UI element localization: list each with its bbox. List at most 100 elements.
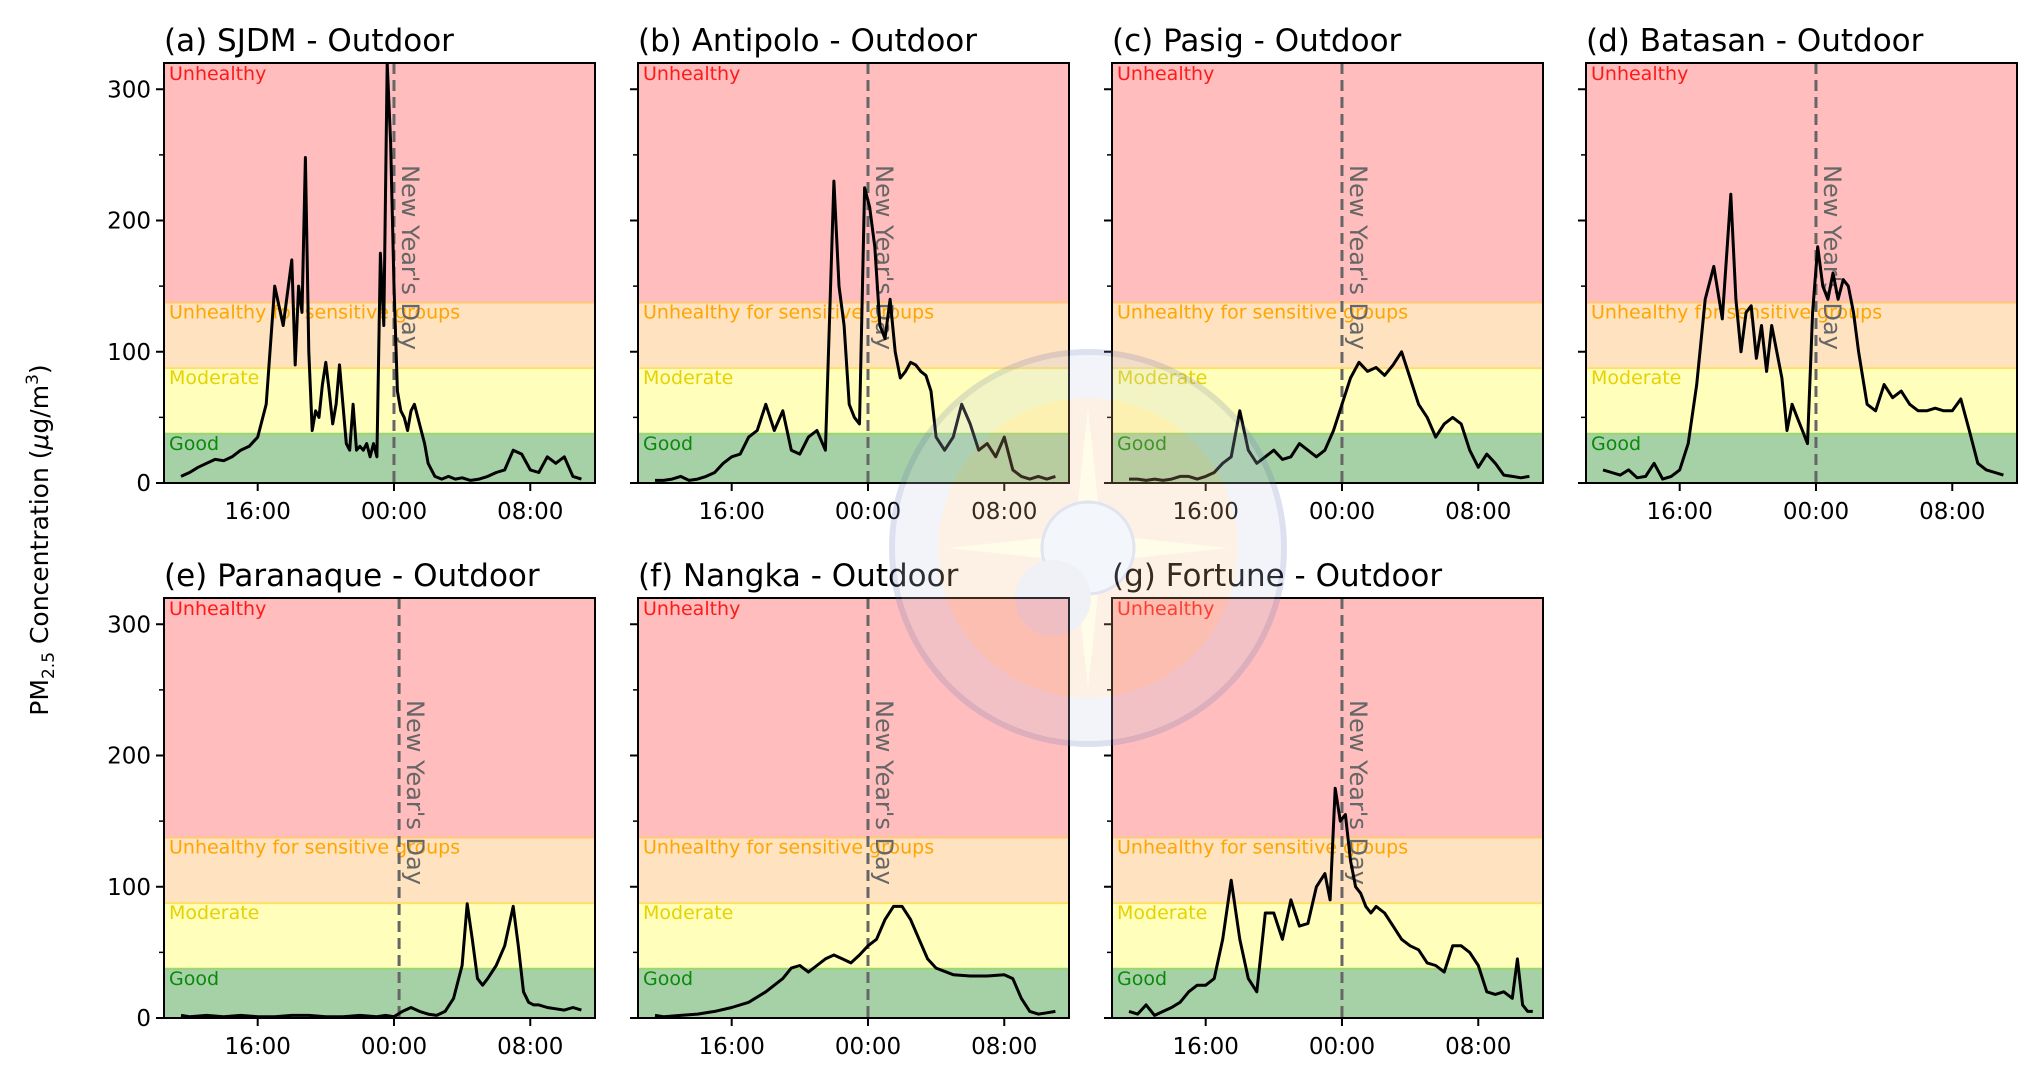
new-years-day-label: New Year's Day bbox=[1344, 700, 1372, 885]
x-tick-label: 00:00 bbox=[835, 499, 901, 525]
x-tick-label: 00:00 bbox=[1783, 499, 1849, 525]
x-tick-label: 00:00 bbox=[361, 499, 427, 525]
panel-title: (b) Antipolo - Outdoor bbox=[638, 23, 977, 59]
x-tick-label: 16:00 bbox=[1173, 499, 1239, 525]
pm25-series-line bbox=[1129, 350, 1530, 482]
panel-6: Good Moderate Unhealthy for sensitive grou… bbox=[1104, 558, 1544, 1060]
x-tick-label: 16:00 bbox=[1173, 1034, 1239, 1060]
aqi-band-label: Unhealthy for sensitive groups bbox=[1117, 302, 1408, 324]
aqi-band-label: Good bbox=[1117, 968, 1167, 990]
aqi-band-label: Good bbox=[643, 968, 693, 990]
aqi-band-good bbox=[638, 968, 1069, 1018]
new-years-day-label: New Year's Day bbox=[396, 165, 424, 350]
panel-title: (a) SJDM - Outdoor bbox=[164, 23, 454, 59]
pm25-series-line bbox=[654, 904, 1056, 1018]
aqi-band-label: Good bbox=[169, 968, 219, 990]
pm25-series-line bbox=[1602, 192, 2004, 481]
y-tick-label: 100 bbox=[107, 875, 151, 901]
panel-0: Good Moderate Unhealthy for sensitive grou… bbox=[107, 23, 596, 525]
aqi-band-good bbox=[1112, 968, 1543, 1018]
x-tick-label: 08:00 bbox=[1919, 499, 1985, 525]
axes-frame bbox=[1111, 597, 1544, 1019]
panel-2: Good Moderate Unhealthy for sensitive grou… bbox=[1104, 23, 1544, 525]
x-tick-label: 00:00 bbox=[1309, 499, 1375, 525]
aqi-band-moderate bbox=[638, 368, 1069, 434]
axes-frame bbox=[637, 62, 1070, 484]
aqi-band-unhealthy bbox=[1112, 598, 1543, 838]
aqi-band-label: Good bbox=[1117, 433, 1167, 455]
panel-title: (e) Paranaque - Outdoor bbox=[164, 558, 540, 594]
axes-frame bbox=[163, 62, 596, 484]
aqi-band-label: Good bbox=[643, 433, 693, 455]
aqi-band-label: Moderate bbox=[1117, 902, 1207, 924]
aqi-band-label: Moderate bbox=[643, 367, 733, 389]
new-years-day-label: New Year's Day bbox=[1818, 165, 1846, 350]
x-tick-label: 08:00 bbox=[971, 1034, 1037, 1060]
axes-frame bbox=[163, 597, 596, 1019]
x-tick-label: 08:00 bbox=[1445, 1034, 1511, 1060]
x-tick-label: 08:00 bbox=[971, 499, 1037, 525]
axes-frame bbox=[637, 597, 1070, 1019]
aqi-band-moderate bbox=[638, 903, 1069, 969]
aqi-band-unhealthy-for-sensitive-groups bbox=[1586, 302, 2017, 369]
aqi-band-label: Moderate bbox=[1117, 367, 1207, 389]
aqi-band-label: Unhealthy for sensitive groups bbox=[169, 302, 460, 324]
new-years-day-label: New Year's Day bbox=[870, 700, 898, 885]
aqi-band-unhealthy-for-sensitive-groups bbox=[638, 837, 1069, 904]
new-years-day-label: New Year's Day bbox=[401, 700, 429, 885]
new-years-day-label: New Year's Day bbox=[1344, 165, 1372, 350]
aqi-band-label: Moderate bbox=[1591, 367, 1681, 389]
panel-title: (g) Fortune - Outdoor bbox=[1112, 558, 1442, 594]
aqi-band-label: Good bbox=[169, 433, 219, 455]
aqi-band-unhealthy-for-sensitive-groups bbox=[164, 837, 595, 904]
aqi-band-moderate bbox=[164, 903, 595, 969]
aqi-band-unhealthy bbox=[638, 598, 1069, 838]
pm25-series-line bbox=[1128, 786, 1533, 1017]
aqi-band-unhealthy-for-sensitive-groups bbox=[1112, 302, 1543, 369]
aqi-band-label: Unhealthy for sensitive groups bbox=[643, 837, 934, 859]
aqi-band-label: Unhealthy bbox=[1591, 63, 1688, 85]
x-tick-label: 16:00 bbox=[699, 499, 765, 525]
panel-4: Good Moderate Unhealthy for sensitive grou… bbox=[107, 558, 596, 1060]
aqi-band-label: Good bbox=[1591, 433, 1641, 455]
aqi-band-label: Unhealthy bbox=[1117, 598, 1214, 620]
aqi-band-label: Unhealthy bbox=[643, 598, 740, 620]
y-tick-label: 0 bbox=[136, 1006, 151, 1032]
x-tick-label: 00:00 bbox=[1309, 1034, 1375, 1060]
y-axis-label: PM2.5 Concentration (μg/m3) bbox=[23, 364, 59, 715]
aqi-band-moderate bbox=[1112, 368, 1543, 434]
y-tick-label: 300 bbox=[107, 77, 151, 103]
aqi-band-unhealthy bbox=[164, 598, 595, 838]
aqi-band-label: Unhealthy bbox=[1117, 63, 1214, 85]
aqi-band-good bbox=[1586, 433, 2017, 483]
aqi-band-label: Unhealthy for sensitive groups bbox=[169, 837, 460, 859]
axes-frame bbox=[1111, 62, 1544, 484]
aqi-band-label: Unhealthy bbox=[169, 63, 266, 85]
x-tick-label: 08:00 bbox=[1445, 499, 1511, 525]
x-tick-label: 16:00 bbox=[225, 1034, 291, 1060]
x-tick-label: 08:00 bbox=[497, 1034, 563, 1060]
aqi-band-moderate bbox=[1112, 903, 1543, 969]
panel-title: (c) Pasig - Outdoor bbox=[1112, 23, 1402, 59]
aqi-band-unhealthy bbox=[1112, 63, 1543, 303]
y-tick-label: 0 bbox=[136, 471, 151, 497]
axes-frame bbox=[1585, 62, 2018, 484]
aqi-band-unhealthy bbox=[1586, 63, 2017, 303]
x-tick-label: 08:00 bbox=[497, 499, 563, 525]
y-tick-label: 200 bbox=[107, 209, 151, 235]
pm25-series-line bbox=[655, 179, 1056, 482]
aqi-band-label: Unhealthy bbox=[643, 63, 740, 85]
aqi-band-good bbox=[164, 968, 595, 1018]
y-tick-label: 100 bbox=[107, 340, 151, 366]
panel-5: Good Moderate Unhealthy for sensitive grou… bbox=[630, 558, 1070, 1060]
pm25-series-line bbox=[180, 902, 582, 1018]
aqi-band-label: Unhealthy bbox=[169, 598, 266, 620]
panel-title: (f) Nangka - Outdoor bbox=[638, 558, 959, 594]
pm25-series-line bbox=[180, 63, 582, 482]
aqi-band-label: Moderate bbox=[169, 902, 259, 924]
x-tick-label: 00:00 bbox=[835, 1034, 901, 1060]
y-tick-label: 300 bbox=[107, 612, 151, 638]
x-tick-label: 00:00 bbox=[361, 1034, 427, 1060]
